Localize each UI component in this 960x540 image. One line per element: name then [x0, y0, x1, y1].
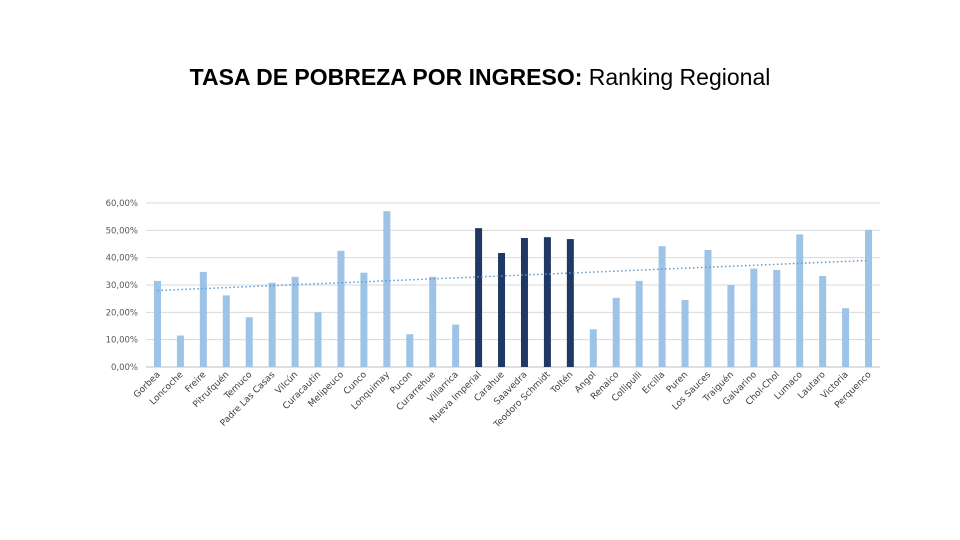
bar — [819, 275, 827, 367]
y-tick-label: 10,00% — [106, 336, 138, 346]
bar — [268, 282, 276, 367]
bar — [750, 268, 758, 367]
y-tick-label: 50,00% — [106, 226, 138, 236]
y-tick-label: 0,00% — [111, 363, 138, 373]
bar — [498, 253, 506, 367]
bar — [796, 234, 804, 367]
bar — [176, 335, 184, 367]
bar — [291, 276, 299, 367]
bar — [865, 229, 873, 367]
chart-title: TASA DE POBREZA POR INGRESO: Ranking Reg… — [0, 64, 960, 91]
bar — [245, 317, 253, 367]
x-tick-label: Toltén — [548, 369, 575, 396]
bar — [337, 250, 345, 367]
bar — [360, 272, 368, 367]
bar — [199, 271, 207, 367]
bar — [383, 211, 391, 367]
bar — [704, 250, 712, 367]
bar — [520, 237, 528, 367]
bar — [727, 285, 735, 367]
bar — [612, 297, 620, 367]
bar — [543, 237, 551, 367]
y-tick-label: 60,00% — [106, 199, 138, 209]
bar — [314, 312, 322, 367]
bar — [222, 295, 230, 367]
bar — [406, 334, 414, 367]
bar — [842, 308, 850, 367]
bar — [681, 300, 689, 367]
bar — [452, 324, 460, 367]
bar — [635, 280, 643, 367]
bar — [773, 269, 781, 367]
bar — [566, 239, 574, 367]
bar — [153, 280, 161, 367]
trendline — [157, 259, 869, 292]
chart-title-bold: TASA DE POBREZA POR INGRESO: — [189, 64, 583, 90]
y-tick-label: 40,00% — [106, 254, 138, 264]
x-tick-label: Ercilla — [641, 370, 667, 396]
y-tick-label: 30,00% — [106, 281, 138, 291]
bar — [658, 246, 666, 367]
bar — [589, 329, 597, 367]
bar — [475, 228, 483, 367]
y-tick-label: 20,00% — [106, 308, 138, 318]
bar — [429, 276, 437, 367]
chart-title-regular: Ranking Regional — [582, 64, 771, 90]
